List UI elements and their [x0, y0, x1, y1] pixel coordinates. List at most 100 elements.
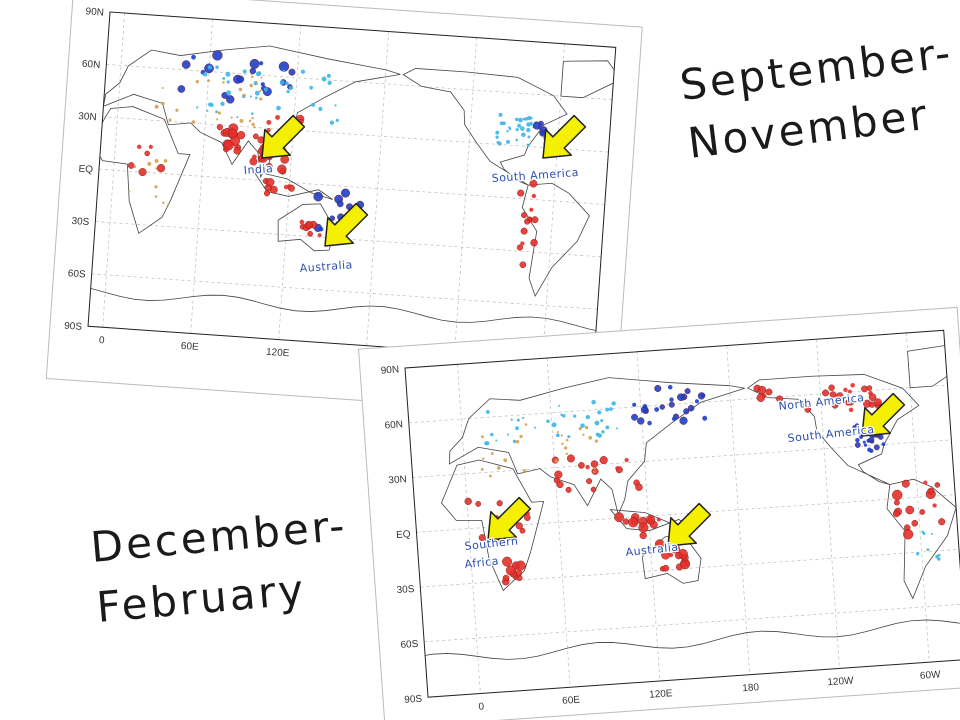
- station-dot: [259, 89, 262, 93]
- coastline: [252, 170, 333, 200]
- station-dot: [564, 446, 568, 450]
- station-dot: [546, 419, 550, 424]
- station-dot: [867, 447, 872, 452]
- coastline: [804, 238, 864, 289]
- station-dot: [249, 83, 253, 88]
- station-dot: [578, 462, 585, 469]
- station-dot: [659, 404, 666, 410]
- station-dot: [835, 392, 844, 401]
- grid-line: [91, 273, 598, 310]
- station-dot: [515, 569, 523, 577]
- station-dot: [654, 539, 665, 549]
- station-dot: [667, 384, 673, 390]
- station-dot: [249, 95, 253, 98]
- station-dot: [502, 574, 510, 582]
- station-dot: [161, 86, 164, 89]
- station-dot: [614, 512, 624, 523]
- station-dot: [263, 190, 270, 197]
- grid-line: [457, 364, 481, 694]
- station-dot: [600, 419, 604, 423]
- latitude-label: 60S: [400, 639, 419, 651]
- station-dot: [503, 458, 508, 463]
- station-dot: [590, 460, 599, 468]
- station-dot: [565, 452, 568, 456]
- station-dot: [304, 220, 313, 229]
- station-dot: [299, 219, 305, 225]
- station-dot: [147, 161, 152, 166]
- longitude-label: 60E: [562, 695, 581, 707]
- station-dot: [283, 184, 289, 190]
- station-dot: [679, 416, 688, 425]
- station-dot: [561, 442, 564, 445]
- station-dot: [524, 117, 529, 121]
- station-dot: [584, 425, 589, 430]
- station-dot: [662, 564, 670, 572]
- station-dot: [249, 58, 260, 69]
- station-dot: [776, 395, 783, 403]
- station-dot: [524, 423, 528, 426]
- station-dot: [616, 427, 619, 430]
- station-dot: [518, 117, 523, 123]
- station-dot: [266, 127, 271, 133]
- station-dot: [519, 527, 526, 534]
- latitude-label: 60S: [67, 268, 86, 280]
- station-dot: [911, 519, 919, 527]
- station-dot: [516, 244, 524, 251]
- station-dot: [804, 406, 812, 413]
- station-dot: [327, 80, 332, 86]
- latitude-label: 30S: [396, 584, 415, 596]
- latitude-label: 30N: [78, 111, 97, 123]
- station-dot: [530, 116, 533, 120]
- station-dot: [529, 179, 538, 188]
- station-dot: [156, 164, 166, 173]
- station-dot: [605, 425, 610, 430]
- station-dot: [921, 530, 925, 534]
- station-dot: [605, 407, 610, 412]
- station-dot: [533, 426, 537, 429]
- station-dot: [526, 143, 530, 147]
- station-dot: [265, 163, 273, 170]
- station-dot: [181, 60, 191, 69]
- station-dot: [253, 126, 256, 129]
- grid-line: [546, 358, 571, 688]
- station-dot: [702, 415, 708, 421]
- antarctica-coast: [405, 608, 960, 666]
- station-dot: [529, 121, 533, 124]
- station-dot: [516, 418, 520, 422]
- station-dot: [334, 104, 337, 107]
- station-dot: [236, 116, 239, 119]
- station-dot: [175, 108, 179, 112]
- station-dot: [515, 522, 523, 530]
- station-dot: [319, 226, 324, 232]
- station-dot: [233, 147, 241, 155]
- season-title: December-: [89, 501, 350, 572]
- station-dot: [168, 118, 172, 122]
- station-dot: [517, 189, 525, 197]
- station-dot: [128, 190, 131, 193]
- station-dot: [926, 548, 930, 552]
- station-dot: [927, 487, 935, 495]
- coastline: [277, 203, 336, 252]
- grid-line: [816, 339, 840, 669]
- station-dot: [831, 401, 839, 409]
- station-dot: [318, 106, 323, 111]
- grid-line: [278, 25, 301, 340]
- station-dot: [495, 135, 499, 139]
- station-dot: [684, 388, 691, 395]
- station-dot: [490, 452, 494, 456]
- grid-line: [542, 43, 565, 359]
- station-dot: [519, 434, 523, 439]
- station-dot: [215, 110, 218, 114]
- station-dot: [930, 532, 933, 535]
- station-dot: [595, 432, 600, 437]
- region-label: India: [243, 162, 273, 177]
- map-area: [88, 13, 864, 359]
- station-dot: [521, 132, 526, 138]
- grid-line: [102, 116, 609, 153]
- latitude-label: 30S: [71, 216, 90, 228]
- region-label: Australia: [299, 258, 353, 275]
- station-dot: [669, 397, 674, 402]
- station-dot: [154, 104, 159, 109]
- station-dot: [852, 424, 858, 430]
- station-dot: [615, 466, 620, 471]
